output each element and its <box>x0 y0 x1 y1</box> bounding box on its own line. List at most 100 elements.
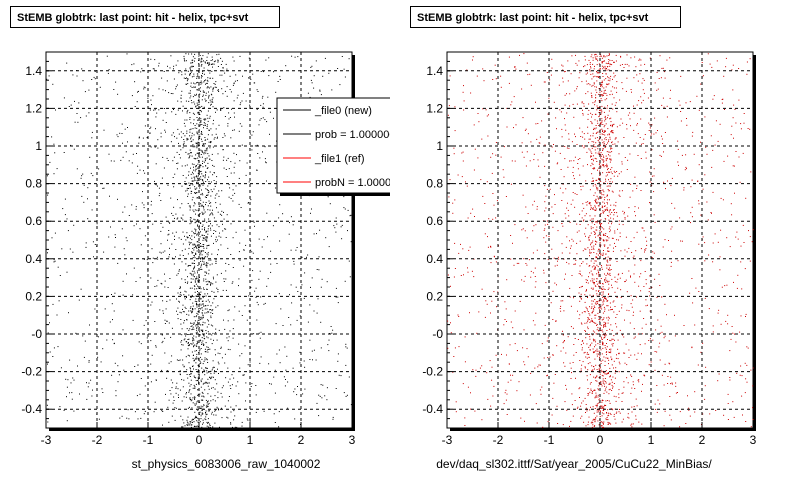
y-tick-label: -0.2 <box>21 365 42 379</box>
data-point <box>632 314 634 316</box>
data-point <box>205 416 207 418</box>
data-point <box>210 60 212 61</box>
data-point <box>640 273 642 275</box>
data-point <box>600 55 602 57</box>
data-point <box>563 340 565 342</box>
data-point <box>214 400 216 402</box>
data-point <box>602 142 604 144</box>
data-point <box>609 259 611 261</box>
data-point <box>595 256 597 258</box>
data-point <box>167 370 169 372</box>
data-point <box>89 324 90 326</box>
data-point <box>592 218 594 220</box>
data-point <box>477 157 479 159</box>
data-point <box>201 395 203 397</box>
data-point <box>212 387 214 389</box>
data-point <box>624 63 626 65</box>
data-point <box>607 268 609 270</box>
data-point <box>93 76 95 78</box>
data-point <box>607 182 609 184</box>
data-point <box>216 193 218 195</box>
data-point <box>187 253 189 255</box>
data-point <box>615 396 617 398</box>
data-point <box>656 351 658 353</box>
data-point <box>143 413 145 415</box>
data-point <box>233 172 235 174</box>
data-point <box>230 388 232 389</box>
data-point <box>529 394 531 396</box>
data-point <box>603 406 605 408</box>
data-point <box>604 310 606 312</box>
data-point <box>192 275 194 277</box>
data-point <box>253 221 255 223</box>
data-point <box>197 364 199 366</box>
data-point <box>111 294 112 295</box>
data-point <box>718 309 720 311</box>
data-point <box>567 166 569 168</box>
data-point <box>189 223 191 225</box>
data-point <box>594 389 596 391</box>
data-point <box>252 252 254 254</box>
data-point <box>611 329 613 331</box>
data-point <box>282 213 284 215</box>
data-point <box>272 225 274 227</box>
data-point <box>589 249 591 251</box>
data-point <box>311 82 313 84</box>
data-point <box>233 82 235 84</box>
data-point <box>594 285 596 287</box>
data-point <box>521 142 523 144</box>
data-point <box>203 206 205 207</box>
data-point <box>741 395 743 397</box>
data-point <box>618 411 620 413</box>
data-point <box>217 153 219 155</box>
data-point <box>94 244 96 245</box>
data-point <box>209 423 211 425</box>
data-point <box>624 249 626 251</box>
data-point <box>562 300 564 302</box>
data-point <box>188 294 190 296</box>
data-point <box>745 421 747 422</box>
data-point <box>492 218 494 220</box>
data-point <box>204 418 206 420</box>
data-point <box>198 84 200 86</box>
data-point <box>200 83 202 85</box>
data-point <box>206 346 208 348</box>
data-point <box>612 409 614 411</box>
data-point <box>181 261 183 263</box>
data-point <box>211 70 213 72</box>
data-point <box>197 272 198 274</box>
data-point <box>554 204 556 205</box>
data-point <box>675 392 677 394</box>
data-point <box>615 54 617 56</box>
data-point <box>712 331 714 333</box>
data-point <box>152 95 154 97</box>
data-point <box>199 294 201 296</box>
data-point <box>599 373 601 375</box>
data-point <box>158 65 160 67</box>
data-point <box>464 425 466 426</box>
data-point <box>207 422 209 424</box>
data-point <box>624 255 626 257</box>
data-point <box>526 62 528 64</box>
data-point <box>226 337 228 339</box>
data-point <box>198 169 200 171</box>
data-point <box>215 202 217 204</box>
data-point <box>609 199 610 201</box>
chart-title-right: StEMB globtrk: last point: hit - helix, … <box>410 6 681 28</box>
data-point <box>202 244 204 245</box>
data-point <box>535 403 537 405</box>
data-point <box>525 206 527 208</box>
data-point <box>592 63 594 65</box>
data-point <box>600 94 602 96</box>
data-point <box>613 360 615 362</box>
data-point <box>204 263 206 265</box>
data-point <box>176 151 178 153</box>
data-point <box>183 396 185 398</box>
data-point <box>143 88 145 90</box>
data-point <box>232 56 234 58</box>
data-point <box>605 139 607 141</box>
data-point <box>530 84 532 86</box>
data-point <box>603 194 605 196</box>
data-point <box>505 389 507 391</box>
data-point <box>664 132 666 133</box>
